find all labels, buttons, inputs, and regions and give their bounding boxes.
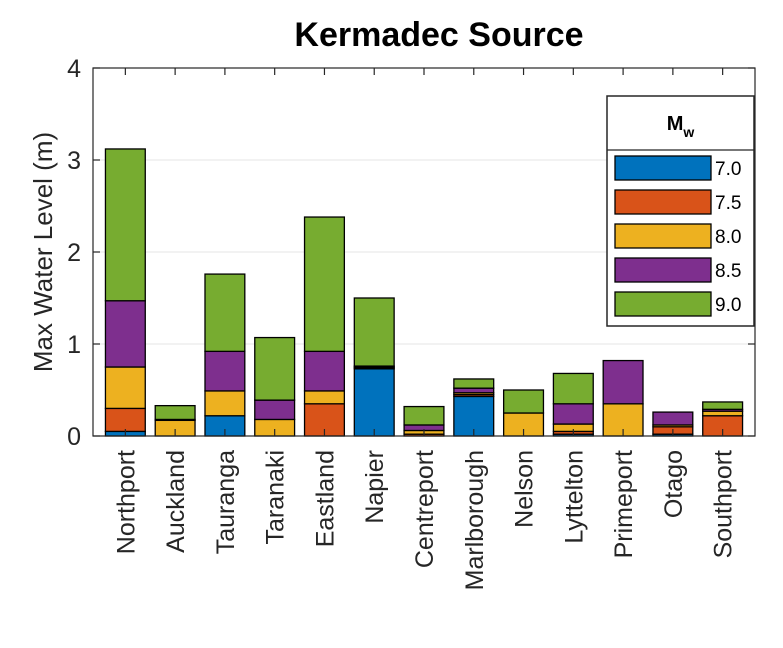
bar-segment [303, 216, 346, 353]
bar-segment [303, 350, 346, 392]
bar-segment [502, 389, 545, 414]
x-tick-label: Centreport [411, 450, 439, 568]
chart-title: Kermadec Source [294, 16, 583, 54]
x-tick-label: Northport [112, 450, 140, 554]
legend-label: 8.0 [715, 227, 741, 248]
legend-swatch [614, 223, 712, 249]
legend-swatch [614, 189, 712, 215]
y-tick-label: 3 [67, 147, 81, 175]
x-tick-label: Napier [361, 450, 389, 524]
x-tick-label: Auckland [162, 450, 190, 553]
legend-label: 8.5 [715, 261, 741, 282]
bar-segment [652, 411, 694, 426]
x-tick-label: Primeport [610, 450, 638, 558]
bar-segment [353, 297, 395, 367]
x-tick-label: Nelson [511, 450, 539, 528]
bar-segment [453, 378, 495, 389]
legend-swatch [614, 257, 712, 283]
x-tick-label: Marlborough [461, 450, 489, 590]
y-tick-label: 0 [67, 423, 81, 451]
x-tick-label: Eastland [311, 450, 339, 547]
bar-segment [702, 401, 744, 410]
bar-segment [453, 387, 495, 394]
bar-segment [104, 148, 146, 302]
y-tick-label: 2 [67, 239, 81, 267]
y-tick-label: 4 [67, 55, 81, 83]
legend-label: 7.5 [715, 193, 741, 214]
bar-segment [602, 359, 644, 405]
bar-segment [204, 390, 246, 417]
bar-segment [702, 410, 744, 417]
legend-swatch [614, 291, 712, 317]
x-tick-label: Lyttelton [560, 450, 588, 544]
x-tick-label: Otago [660, 450, 688, 518]
legend-label: 9.0 [715, 295, 741, 316]
x-tick-labels: Northport Auckland Tauranga Taranaki Eastlan… [112, 450, 737, 590]
legend-title: Mw [667, 113, 695, 140]
bars [104, 148, 744, 437]
legend-label: 7.0 [715, 159, 741, 180]
x-tick-label: Taranaki [262, 450, 290, 545]
y-tick-label: 1 [67, 331, 81, 359]
bar-segment [154, 404, 196, 421]
axes [92, 67, 756, 437]
bar-segment [104, 407, 146, 433]
bar-segment [403, 405, 445, 426]
bar-segment [552, 372, 594, 405]
bar-segment [104, 300, 146, 368]
bar-segment [303, 390, 346, 405]
bar-segment [104, 366, 146, 410]
x-tick-label: Southport [710, 450, 738, 558]
bar-segment [204, 273, 246, 353]
bar-segment [254, 336, 296, 401]
legend-swatch [614, 155, 712, 181]
bar-segment [552, 403, 594, 425]
bar-segment [353, 368, 395, 437]
y-axis-label: Max Water Level (m) [28, 132, 58, 372]
x-tick-label: Tauranga [212, 450, 240, 554]
bar-segment [204, 350, 246, 392]
y-tick-labels: 0 1 2 3 4 [67, 55, 81, 451]
bar-segment [254, 399, 296, 421]
legend: Mw 7.0 7.5 8.0 8.5 9.0 [606, 95, 755, 327]
